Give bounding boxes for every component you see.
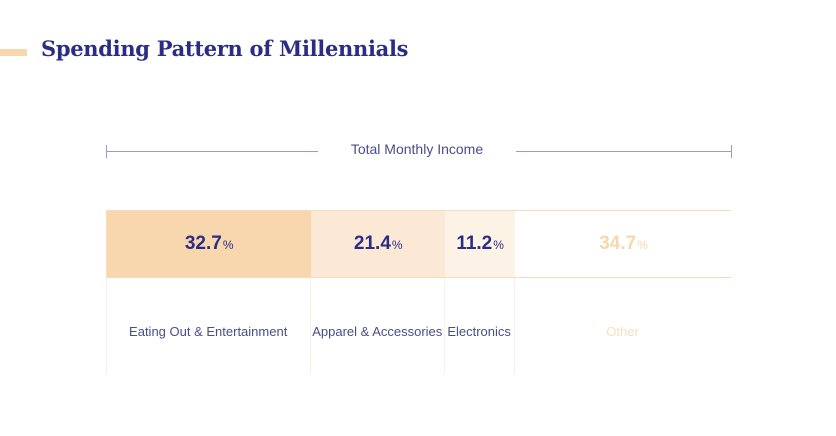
bar-segment: 32.7% [107, 211, 312, 277]
category-label: Apparel & Accessories [312, 324, 443, 339]
bar-segment: 21.4% [311, 211, 446, 277]
category-label: Electronics [447, 324, 511, 339]
bar-segment: 11.2% [445, 211, 516, 277]
category-label: Other [606, 324, 639, 339]
page-title: Spending Pattern of Millennials [41, 36, 409, 61]
column-divider [310, 278, 312, 374]
column-divider [106, 278, 107, 374]
title-accent-bar [0, 49, 27, 56]
column-divider [444, 278, 446, 374]
bar-segment: 34.7% [515, 211, 732, 277]
bracket-right-line [516, 151, 731, 152]
stacked-bar: 32.7% 21.4% 11.2% 34.7% [106, 210, 732, 278]
segment-unit: % [637, 238, 648, 252]
segment-value: 34.7% [599, 233, 648, 254]
segment-value: 21.4% [353, 233, 403, 254]
bracket-right-tick [731, 145, 732, 158]
segment-value: 11.2% [456, 233, 504, 254]
segment-value: 32.7% [184, 233, 234, 254]
bracket-left-line [106, 151, 318, 152]
column-divider [514, 278, 516, 374]
segment-unit: % [391, 238, 403, 252]
segment-unit: % [222, 238, 234, 252]
income-label: Total Monthly Income [350, 141, 484, 157]
category-label: Eating Out & Entertainment [129, 324, 288, 339]
segment-unit: % [493, 238, 504, 252]
